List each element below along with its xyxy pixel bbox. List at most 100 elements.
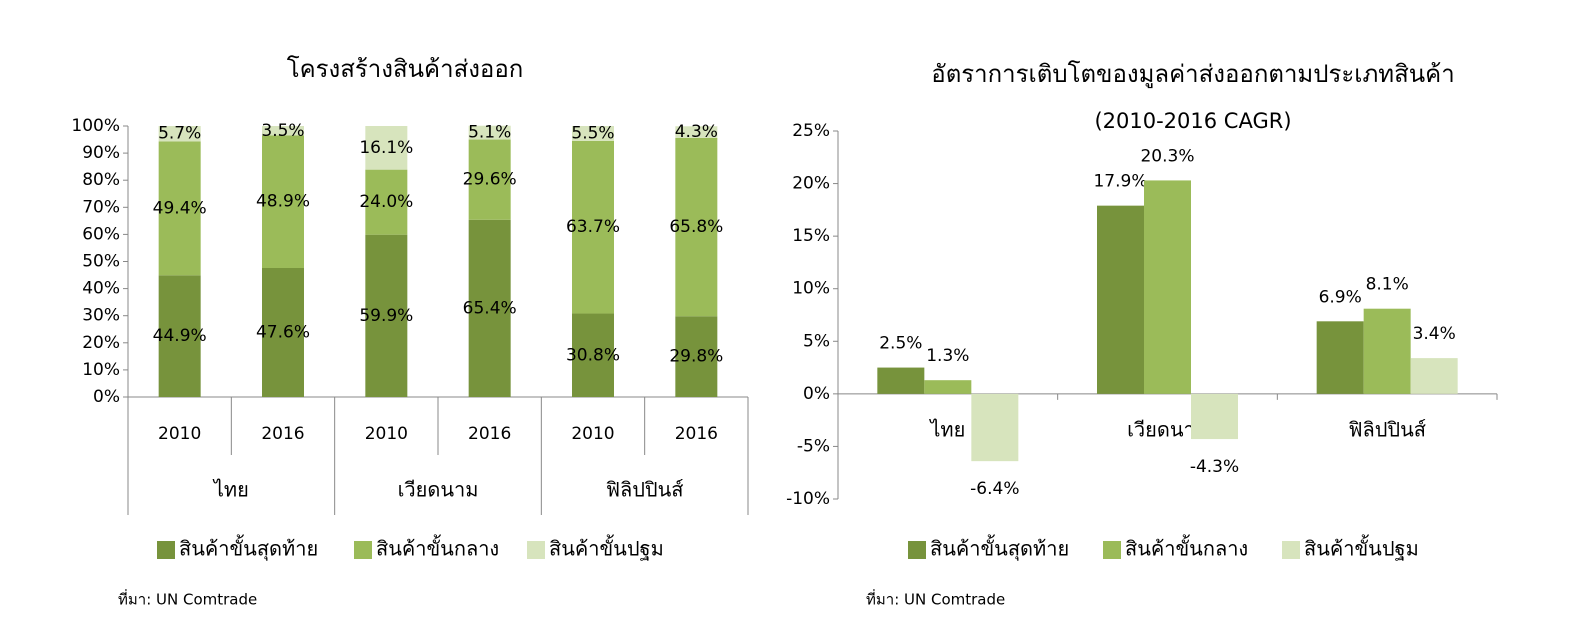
- bar-segment: [262, 135, 304, 269]
- legend-swatch: [908, 541, 926, 559]
- source-note: ที่มา: UN Comtrade: [866, 589, 1005, 609]
- y-tick-label: 90%: [82, 143, 120, 163]
- bar-segment: [262, 268, 304, 397]
- x-tick-label: 2010: [365, 424, 408, 444]
- x-tick-label: 2016: [261, 424, 304, 444]
- data-label: 30.8%: [566, 345, 620, 365]
- legend-swatch: [1103, 541, 1121, 559]
- data-label: 29.6%: [463, 170, 517, 190]
- y-tick-label: 0%: [93, 387, 120, 407]
- data-label: 47.6%: [256, 323, 310, 343]
- bar: [1410, 358, 1458, 394]
- bar: [971, 393, 1019, 462]
- group-label: เวียดนาม: [398, 478, 479, 502]
- bar-segment: [365, 126, 408, 170]
- data-label: 65.4%: [463, 298, 517, 318]
- bar: [1316, 321, 1364, 394]
- data-label: 48.9%: [256, 192, 310, 212]
- y-tick-label: 40%: [82, 279, 120, 299]
- legend-label: สินค้าขั้นกลาง: [376, 535, 499, 561]
- data-label: 65.8%: [669, 217, 723, 237]
- data-label: 5.5%: [571, 123, 614, 143]
- bar-segment: [572, 126, 614, 141]
- bar-segment: [365, 234, 408, 397]
- data-label: 2.5%: [879, 334, 922, 354]
- legend-swatch: [354, 541, 372, 559]
- y-tick-label: 70%: [82, 197, 120, 217]
- x-tick-label: 2016: [468, 424, 511, 444]
- data-label: 49.4%: [153, 198, 207, 218]
- data-label: 16.1%: [359, 138, 413, 158]
- bar: [1097, 205, 1144, 394]
- bar: [877, 367, 925, 394]
- y-tick-label: -10%: [786, 489, 830, 509]
- legend-label: สินค้าขั้นสุดท้าย: [179, 535, 318, 562]
- bar: [924, 380, 972, 394]
- data-label: 3.5%: [261, 121, 304, 141]
- bar-segment: [675, 137, 718, 317]
- x-tick-label: 2010: [158, 424, 201, 444]
- y-tick-label: -5%: [797, 436, 830, 456]
- bar-segment: [468, 139, 511, 220]
- y-tick-label: 100%: [71, 116, 120, 136]
- data-label: 8.1%: [1366, 275, 1409, 295]
- bar-segment: [468, 219, 511, 397]
- x-tick-label: ฟิลิปปินส์: [1348, 417, 1426, 441]
- y-tick-label: 0%: [803, 384, 830, 404]
- x-tick-label: ไทย: [928, 417, 965, 441]
- data-label: -6.4%: [970, 479, 1019, 499]
- data-label: 63.7%: [566, 217, 620, 237]
- y-tick-label: 10%: [792, 279, 830, 299]
- bar-segment: [675, 316, 718, 397]
- y-tick-label: 25%: [792, 121, 830, 141]
- data-label: 24.0%: [359, 192, 413, 212]
- group-label: ไทย: [212, 478, 249, 502]
- data-label: 20.3%: [1140, 146, 1194, 166]
- legend-swatch: [1282, 541, 1300, 559]
- bar-segment: [365, 169, 408, 235]
- x-tick-label: 2010: [571, 424, 614, 444]
- y-tick-label: 15%: [792, 226, 830, 246]
- source-note: ที่มา: UN Comtrade: [118, 589, 257, 609]
- y-tick-label: 80%: [82, 170, 120, 190]
- bar-segment: [158, 275, 201, 397]
- bar-segment: [675, 126, 718, 138]
- y-tick-label: 50%: [82, 252, 120, 272]
- bar-segment: [572, 140, 614, 314]
- legend-label: สินค้าขั้นปฐม: [1304, 535, 1419, 561]
- data-label: 1.3%: [926, 346, 969, 366]
- y-tick-label: 20%: [792, 174, 830, 194]
- data-label: 44.9%: [153, 326, 207, 346]
- legend-label: สินค้าขั้นสุดท้าย: [930, 535, 1069, 562]
- y-tick-label: 30%: [82, 306, 120, 326]
- group-label: ฟิลิปปินส์: [606, 478, 684, 502]
- bar: [1191, 393, 1238, 440]
- legend-label: สินค้าขั้นปฐม: [549, 535, 664, 561]
- legend-label: สินค้าขั้นกลาง: [1125, 535, 1248, 561]
- data-label: 5.7%: [158, 124, 201, 144]
- bar: [1144, 180, 1191, 394]
- y-tick-label: 60%: [82, 224, 120, 244]
- data-label: 3.4%: [1413, 324, 1456, 344]
- bar-segment: [572, 313, 614, 397]
- data-label: 4.3%: [675, 122, 718, 142]
- legend-swatch: [527, 541, 545, 559]
- data-label: 59.9%: [359, 306, 413, 326]
- bar-segment: [262, 126, 304, 136]
- y-tick-label: 10%: [82, 360, 120, 380]
- data-label: 29.8%: [669, 347, 723, 367]
- bar-segment: [468, 125, 511, 140]
- bar-segment: [158, 126, 201, 142]
- chart-title: อัตราการเติบโตของมูลค่าส่งออกตามประเภทสิ…: [931, 60, 1454, 89]
- chart-subtitle: (2010-2016 CAGR): [1094, 109, 1291, 133]
- legend-swatch: [157, 541, 175, 559]
- bar-segment: [158, 141, 201, 276]
- data-label: 5.1%: [468, 123, 511, 143]
- y-tick-label: 20%: [82, 333, 120, 353]
- data-label: 6.9%: [1319, 287, 1362, 307]
- y-tick-label: 5%: [803, 331, 830, 351]
- data-label: -4.3%: [1190, 457, 1239, 477]
- data-label: 17.9%: [1093, 172, 1147, 192]
- x-tick-label: 2016: [675, 424, 718, 444]
